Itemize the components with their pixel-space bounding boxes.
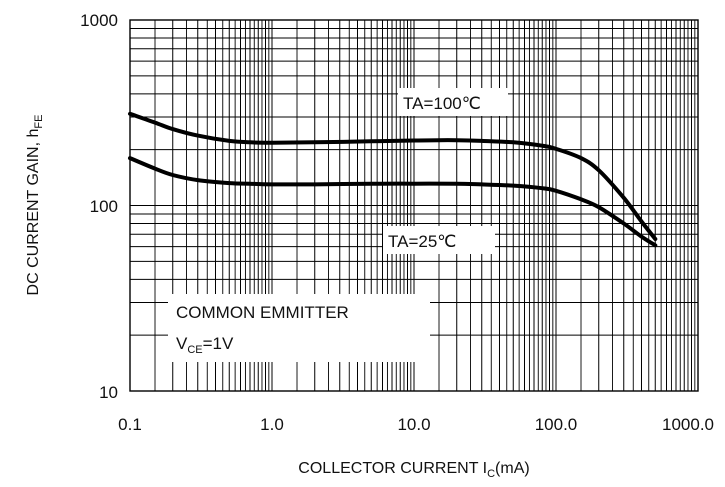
annotation-line-2: VCE=1V bbox=[176, 334, 234, 356]
annotation-vce-rest: =1V bbox=[203, 334, 234, 353]
chart-curves bbox=[128, 111, 658, 248]
series-line-ta100 bbox=[128, 111, 658, 241]
annotation-line-1: COMMON EMMITTER bbox=[176, 303, 349, 322]
series-label-ta25: TA=25℃ bbox=[388, 232, 456, 251]
y-axis-title-sub: FE bbox=[33, 115, 45, 129]
x-tick-label-0-1: 0.1 bbox=[118, 415, 142, 434]
series-label-ta100-bg bbox=[398, 88, 508, 116]
series-label-ta100: TA=100℃ bbox=[403, 94, 481, 113]
y-axis-title-main: DC CURRENT GAIN, h bbox=[25, 129, 42, 296]
x-axis-title-main: COLLECTOR CURRENT I bbox=[298, 460, 487, 477]
x-axis-title: COLLECTOR CURRENT IC(mA) bbox=[298, 460, 529, 480]
x-tick-label-1000: 1000.0 bbox=[662, 415, 714, 434]
series-label-ta25-bg bbox=[383, 226, 495, 254]
y-tick-label-100: 100 bbox=[90, 197, 118, 216]
x-tick-label-1: 1.0 bbox=[260, 415, 284, 434]
annotation-box bbox=[168, 294, 430, 362]
y-tick-label-10: 10 bbox=[99, 383, 118, 402]
x-tick-label-100: 100.0 bbox=[535, 415, 578, 434]
x-axis-title-sub: C bbox=[487, 468, 495, 480]
x-axis-title-unit: (mA) bbox=[495, 460, 530, 477]
y-axis-title: DC CURRENT GAIN, hFE bbox=[25, 115, 45, 296]
series-line-ta25 bbox=[128, 156, 658, 248]
annotation-vce-main: V bbox=[176, 334, 188, 353]
annotation-vce-sub: CE bbox=[187, 344, 202, 356]
x-tick-label-10: 10.0 bbox=[397, 415, 430, 434]
plot-frame bbox=[129, 19, 699, 392]
y-tick-label-1000: 1000 bbox=[80, 11, 118, 30]
